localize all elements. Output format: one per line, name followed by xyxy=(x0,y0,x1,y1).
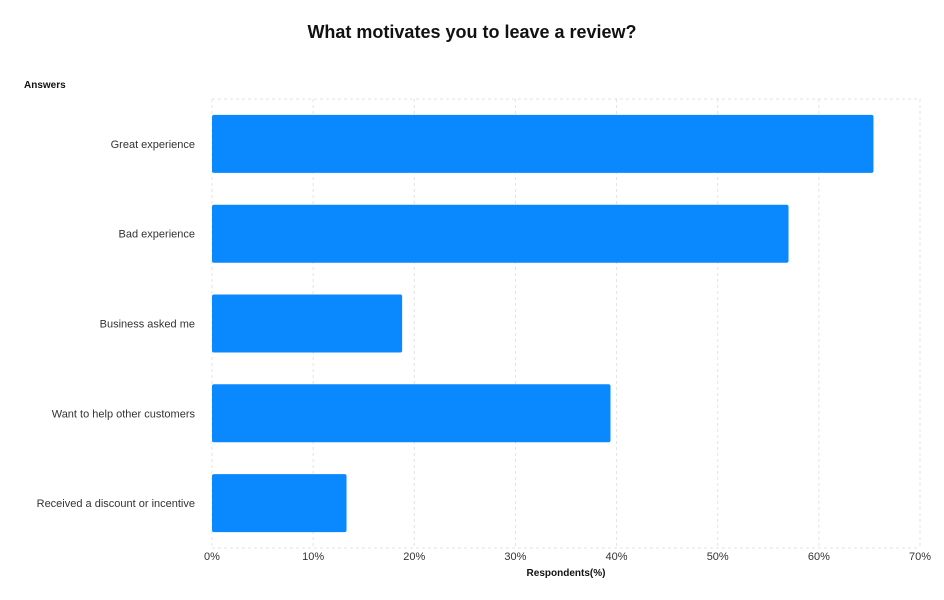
grid-lines xyxy=(211,98,921,549)
x-tick-label: 70% xyxy=(909,551,931,563)
category-label: Bad experience xyxy=(119,229,195,241)
bar xyxy=(212,204,789,263)
category-label: Received a discount or incentive xyxy=(37,498,195,510)
category-label: Great experience xyxy=(111,139,195,151)
category-label: Want to help other customers xyxy=(52,408,196,420)
chart-title: What motivates you to leave a review? xyxy=(307,22,637,42)
x-tick-label: 40% xyxy=(606,551,628,563)
bar xyxy=(212,474,347,533)
x-axis-title: Respondents(%) xyxy=(526,568,606,579)
bar xyxy=(212,384,611,443)
x-tick-label: 0% xyxy=(204,551,220,563)
x-tick-label: 10% xyxy=(302,551,324,563)
bars xyxy=(212,114,874,533)
y-axis-title: Answers xyxy=(24,80,66,91)
x-tick-labels: 0% 10% 20% 30% 40% 50% 60% 70% xyxy=(204,551,931,563)
x-tick-label: 50% xyxy=(707,551,729,563)
category-label: Business asked me xyxy=(100,319,195,331)
x-tick-label: 30% xyxy=(504,551,526,563)
x-tick-label: 60% xyxy=(808,551,830,563)
x-tick-label: 20% xyxy=(403,551,425,563)
bar xyxy=(212,294,403,353)
bar xyxy=(212,114,874,173)
category-labels: Great experience Bad experience Business a… xyxy=(37,139,196,510)
